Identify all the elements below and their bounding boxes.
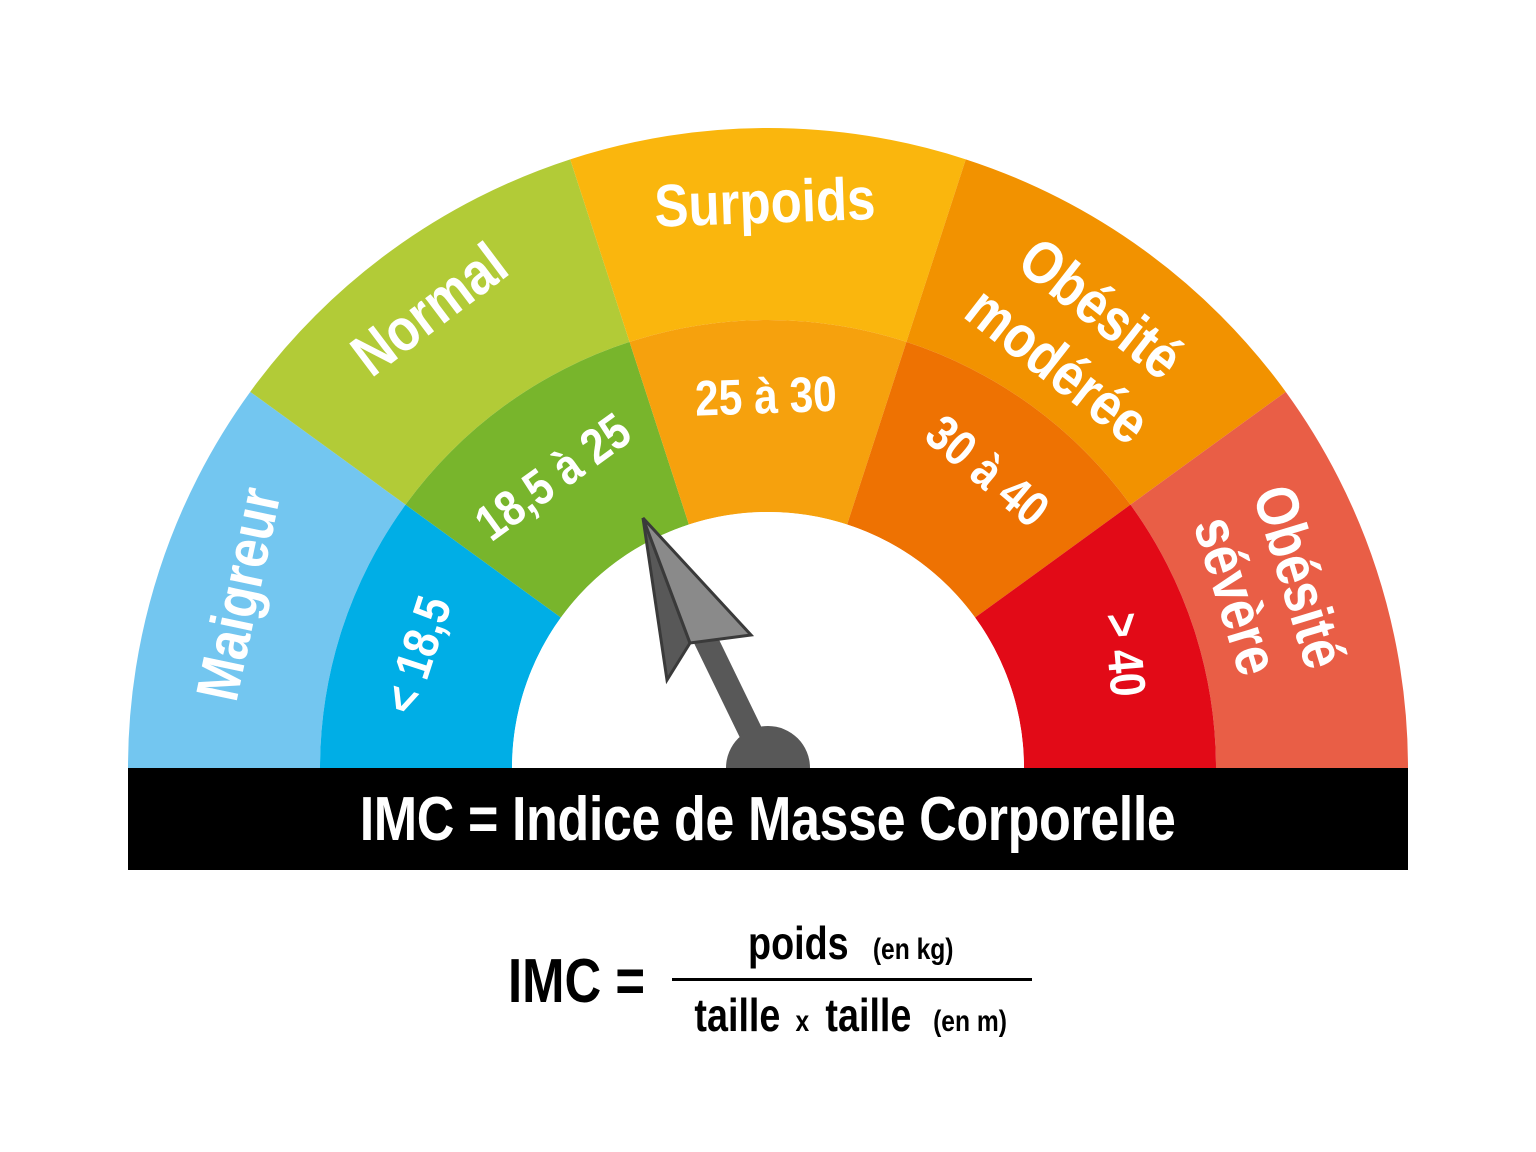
inner-segment-obesite-moderee (847, 341, 1131, 618)
formula-numerator: poids (en kg) (668, 916, 1032, 970)
denominator-main2: taille (824, 989, 911, 1041)
bmi-formula: IMC = poids (en kg) taille x taille (en … (508, 912, 1048, 1052)
inner-segment-obesite-severe (975, 504, 1216, 768)
label-surpoids: Surpoids (653, 165, 876, 239)
range-obesite-severe: > 40 (1093, 610, 1156, 698)
denominator-unit: (en m) (932, 1005, 1007, 1038)
outer-segment-obesite-severe (1130, 391, 1408, 768)
denominator-main: taille (694, 989, 781, 1041)
formula-lhs: IMC = (508, 947, 646, 1016)
page-title: IMC = Indice de Masse Corporelle (360, 784, 1176, 854)
gauge-inner-ring (320, 319, 1216, 768)
range-surpoids: 25 à 30 (694, 365, 838, 426)
numerator-unit: (en kg) (873, 933, 954, 966)
fraction-line (672, 978, 1032, 981)
outer-segment-maigreur (128, 391, 406, 768)
gauge-outer-ring (128, 127, 1408, 768)
inner-segment-surpoids (629, 319, 907, 525)
outer-segment-surpoids (570, 127, 966, 342)
formula-fraction: poids (en kg) taille x taille (en m) (668, 912, 1032, 1052)
formula-denominator: taille x taille (en m) (668, 988, 1032, 1042)
denominator-times: x (795, 1005, 810, 1038)
numerator-main: poids (748, 917, 849, 969)
outer-segment-obesite-moderee (906, 159, 1286, 505)
inner-segment-maigreur (320, 504, 561, 768)
inner-segment-normal (405, 341, 689, 618)
title-bar: IMC = Indice de Masse Corporelle (128, 768, 1408, 870)
outer-segment-normal (250, 159, 630, 505)
